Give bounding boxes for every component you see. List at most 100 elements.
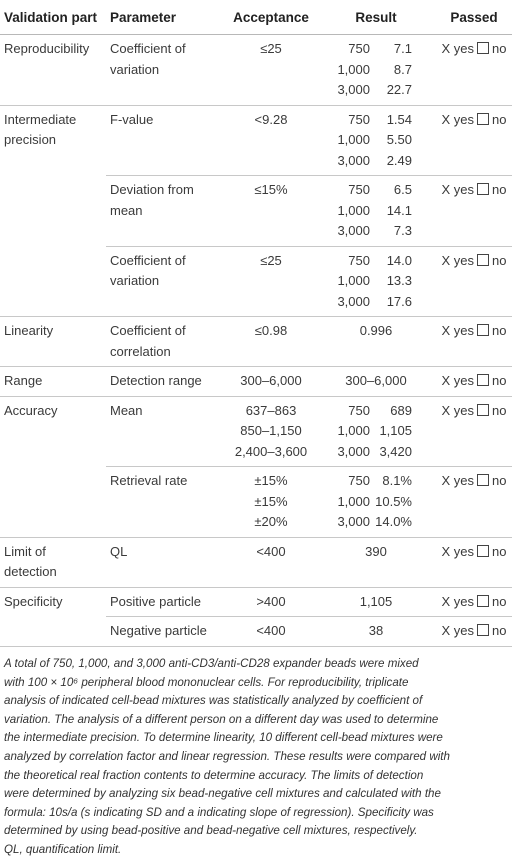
result-value: 10.5% — [375, 493, 412, 509]
acceptance-line: ≤25 — [260, 41, 282, 56]
result-amount: 3,000 — [337, 152, 370, 168]
passed: X yes no — [436, 175, 512, 247]
passed: X yes no — [436, 466, 512, 538]
passed: X yes no — [436, 34, 512, 106]
result: 300–6,000 — [316, 366, 436, 397]
result-value: 8.1% — [382, 473, 412, 488]
result: 750 8.1% 1,000 10.5% 3,000 14.0% — [316, 466, 436, 538]
passed-no: no — [492, 252, 507, 268]
table-row: Intermediate precision F-value <9.28 750 1.5… — [0, 105, 512, 317]
acceptance: >400 — [226, 587, 316, 617]
checkbox — [477, 624, 490, 636]
footnote-line: formula: 10s/a (s indicating SD and a in… — [4, 805, 434, 819]
acceptance: <9.28 — [226, 105, 316, 176]
result-grid: 750 7.1 1,000 8.7 3,000 22.7 — [320, 39, 432, 101]
acceptance-line: 300–6,000 — [240, 373, 302, 388]
result-amount: 1,000 — [337, 61, 370, 77]
result-amount: 1,000 — [337, 202, 370, 218]
result-value: 6.5 — [393, 182, 412, 197]
passed-no: no — [492, 182, 507, 197]
result-amount: 750 — [348, 111, 370, 127]
result-amount: 750 — [348, 41, 370, 56]
result-amount: 3,000 — [337, 514, 370, 529]
result-amount: 3,000 — [337, 223, 370, 238]
footnote-line: the intermediate precision. To determine… — [4, 731, 443, 745]
passed: X yes no — [436, 587, 512, 617]
passed-yes: X yes — [441, 593, 475, 609]
passed: X yes no — [436, 246, 512, 317]
passed: X yes no — [436, 366, 512, 397]
header-row: Validation part Parameter Acceptance Result… — [0, 0, 512, 35]
passed-yes: X yes — [441, 543, 475, 559]
validation-part: Accuracy — [0, 396, 106, 538]
passed: X yes no — [436, 396, 512, 467]
acceptance-line: ≤0.98 — [254, 323, 288, 338]
acceptance-line: >400 — [256, 593, 286, 609]
footnote-line: analyzed by correlation factor and linea… — [4, 749, 450, 763]
validation-part: Reproducibility — [0, 34, 106, 106]
passed-no: no — [492, 402, 507, 418]
checkbox — [477, 253, 490, 266]
passed-yes: X yes — [441, 41, 475, 56]
result-grid: 750 1.54 1,000 5.50 3,000 2.49 — [320, 110, 432, 172]
checkbox — [477, 594, 490, 607]
table-row: Accuracy Mean 637–863 850–1,150 2,400–3,600 7… — [0, 396, 512, 538]
parameter: Coefficient of correlation — [106, 316, 226, 367]
result-amount: 3,000 — [337, 82, 370, 97]
acceptance: ≤25 — [226, 34, 316, 106]
passed-yes: X yes — [441, 402, 475, 418]
result-value: 7.1 — [393, 41, 412, 56]
result: 390 — [316, 537, 436, 588]
result-value: 1,105 — [379, 423, 412, 438]
footnote-line: A total of 750, 1,000, and 3,000 anti-CD… — [4, 657, 419, 670]
parameter: Coefficient of variation — [106, 246, 226, 317]
passed-yes: X yes — [441, 473, 475, 488]
result-grid: 750 8.1% 1,000 10.5% 3,000 14.0% — [320, 471, 432, 533]
passed: X yes no — [436, 105, 512, 176]
validation-part: Range — [0, 366, 106, 397]
passed-no: no — [492, 593, 507, 609]
parameter: QL — [106, 537, 226, 588]
footnote-line: with 100 × 10⁶ peripheral blood mononucl… — [4, 675, 409, 689]
header-cell: Acceptance — [226, 0, 316, 35]
checkbox — [477, 403, 490, 416]
parameter: Negative particle — [106, 616, 226, 647]
table-row: Range Detection range 300–6,000 300–6,000 X … — [0, 366, 512, 397]
acceptance-line: ±15% — [254, 473, 288, 488]
result-value: 689 — [390, 402, 412, 418]
result-amount: 1,000 — [337, 132, 370, 147]
result-amount: 1,000 — [337, 423, 370, 438]
checkbox — [477, 42, 490, 54]
result-value: 5.50 — [386, 132, 412, 147]
checkbox — [477, 324, 490, 336]
parameter: Positive particle — [106, 587, 226, 617]
table-row: Reproducibility Coefficient of variation ≤… — [0, 34, 512, 106]
checkbox — [477, 544, 490, 557]
result: 38 — [316, 616, 436, 647]
result-value: 14.0% — [375, 514, 412, 529]
passed-yes: X yes — [441, 182, 475, 197]
result-value: 14.1 — [386, 202, 412, 218]
passed-no: no — [492, 473, 507, 488]
table-row: Retrieval rate ±15% ±15% ±20% 750 8.1% 1,000 10… — [0, 466, 512, 538]
acceptance: ≤25 — [226, 246, 316, 317]
result-value: 17.6 — [386, 293, 412, 309]
acceptance-line: <9.28 — [254, 111, 288, 127]
checkbox — [477, 374, 490, 386]
passed-yes: X yes — [441, 323, 475, 338]
result-value: 3,420 — [379, 443, 412, 459]
result-grid: 750 6.5 1,000 14.1 3,000 7.3 — [320, 180, 432, 242]
result-value: 2.49 — [386, 152, 412, 168]
acceptance-line: 637–863 — [245, 402, 297, 418]
result-value: 1.54 — [386, 111, 412, 127]
validation-part: Intermediate precision — [0, 105, 106, 317]
validation-table: Validation part Parameter Acceptance Result… — [0, 0, 512, 647]
parameter: Retrieval rate — [106, 466, 226, 538]
acceptance-line: 2,400–3,600 — [234, 443, 308, 459]
acceptance-line: ±15% — [254, 493, 288, 509]
acceptance: 300–6,000 — [226, 366, 316, 397]
result-grid: 750 689 1,000 1,105 3,000 3,420 — [320, 401, 432, 463]
header-cell: Validation part — [0, 0, 106, 35]
result-value: 8.7 — [393, 61, 412, 77]
result-value: 1,105 — [359, 593, 393, 609]
